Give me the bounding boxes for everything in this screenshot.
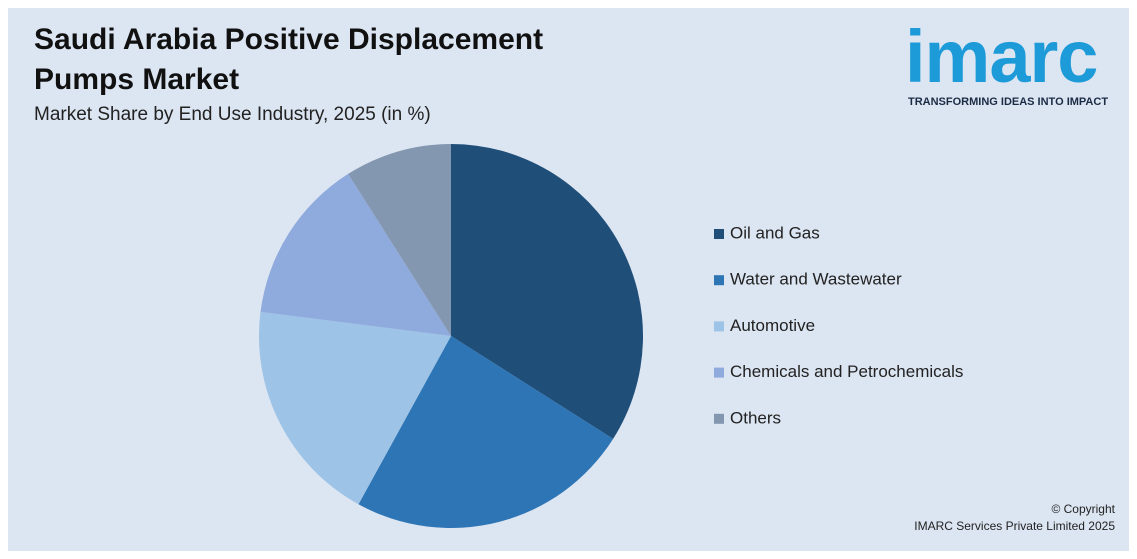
chart-subtitle: Market Share by End Use Industry, 2025 (… (34, 104, 431, 125)
legend-label: Water and Wastewater (730, 270, 902, 289)
legend-swatch (714, 321, 724, 332)
logo-tagline: TRANSFORMING IDEAS INTO IMPACT (908, 96, 1109, 108)
legend-swatch (714, 367, 724, 378)
logo: imarc (905, 15, 1098, 98)
legend-swatch (714, 275, 724, 286)
pie-slice (260, 173, 451, 336)
pie-slice (451, 144, 644, 439)
chart-title: Saudi Arabia Positive Displacement Pumps… (34, 23, 544, 96)
pie-slice (358, 336, 614, 529)
pie-slice (348, 144, 451, 336)
copyright: © Copyright (1051, 502, 1115, 516)
legend-swatch (714, 413, 724, 424)
legend-label: Oil and Gas (730, 223, 820, 242)
legend-swatch (714, 229, 724, 239)
legend-label: Automotive (730, 316, 815, 335)
copyright: IMARC Services Private Limited 2025 (914, 519, 1115, 533)
legend-label: Chemicals and Petrochemicals (730, 362, 963, 381)
legend-label: Others (730, 408, 781, 427)
pie-slice (258, 311, 451, 505)
